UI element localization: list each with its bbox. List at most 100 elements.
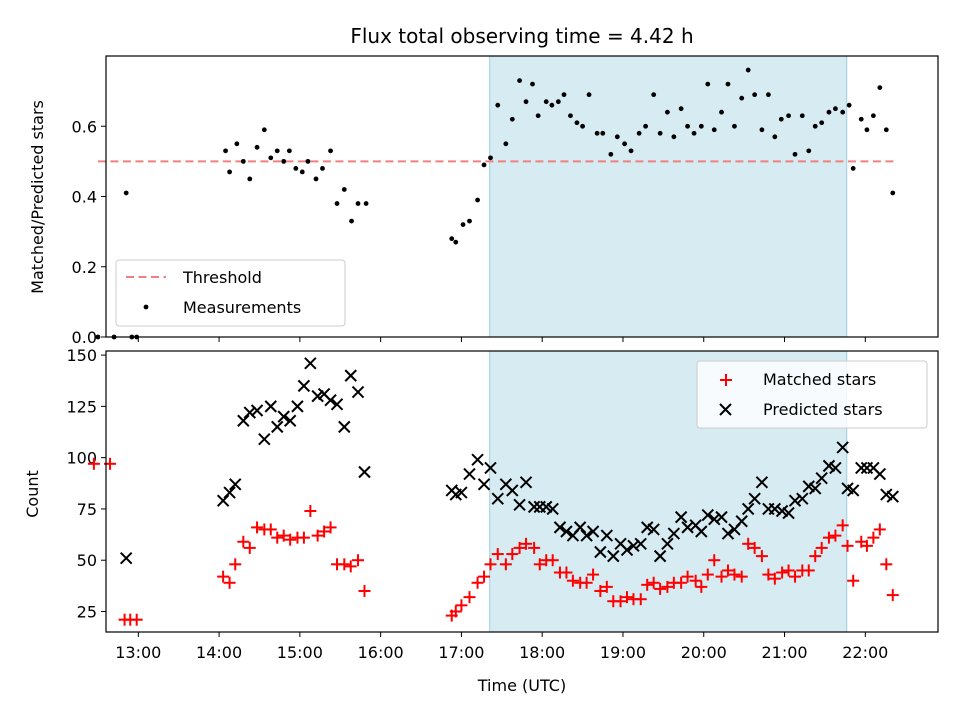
predicted-star-marker [297, 379, 311, 393]
chart-title: Flux total observing time = 4.42 h [350, 24, 693, 48]
matched-star-marker [867, 531, 880, 544]
predicted-star-marker [594, 545, 607, 559]
measurement-point [833, 106, 838, 112]
matched-star-marker [654, 582, 667, 595]
matched-star-marker [836, 519, 849, 532]
matched-star-marker [847, 574, 860, 587]
xtick-label: 13:00 [115, 643, 161, 662]
matched-star-marker [251, 521, 264, 534]
predicted-star-marker [463, 467, 476, 481]
legend-matched-label: Matched stars [763, 370, 876, 389]
measurement-point [449, 236, 455, 242]
predicted-star-marker [796, 492, 809, 505]
predicted-star-marker [506, 484, 519, 497]
ytick-label: 0.4 [72, 188, 97, 207]
measurement-point [549, 102, 555, 108]
predicted-star-marker [674, 510, 688, 524]
matched-star-marker [614, 595, 627, 608]
matched-star-marker [506, 548, 519, 561]
measurement-point [608, 151, 614, 157]
measurement-point [561, 92, 567, 98]
bottom-legend-box [696, 360, 928, 429]
predicted-star-marker [586, 525, 600, 538]
matched-star-marker [873, 523, 886, 536]
measurement-point [586, 92, 592, 98]
matched-star-marker [455, 599, 468, 612]
measurement-point [475, 197, 480, 203]
matched-star-marker [762, 568, 775, 581]
measurement-point [286, 148, 292, 154]
measurement-point [826, 109, 832, 115]
matched-star-marker [318, 525, 331, 538]
measurement-point [313, 176, 319, 182]
measurement-point [799, 113, 805, 119]
measurement-point [812, 123, 818, 129]
measurement-point [846, 102, 852, 108]
matched-star-marker [621, 591, 634, 604]
xtick-label: 14:00 [196, 643, 242, 662]
legend-measurements-swatch [143, 304, 149, 310]
matched-star-marker [822, 531, 835, 544]
matched-star-marker [491, 548, 504, 561]
xtick-label: 16:00 [358, 643, 404, 662]
top-panel: 0.0 0.2 0.4 0.6 Matched/Predicted stars Thr… [28, 55, 939, 347]
matched-star-marker [566, 574, 579, 587]
predicted-star-marker [607, 549, 620, 563]
measurement-point [293, 166, 299, 171]
top-axes-frame [105, 55, 939, 338]
predicted-star-marker [277, 410, 290, 423]
measurement-point [636, 130, 642, 136]
matched-star-marker [689, 574, 702, 587]
measurement-point [261, 127, 267, 133]
predicted-star-marker [291, 400, 304, 413]
predicted-star-marker [809, 482, 822, 495]
matched-star-marker [728, 568, 741, 581]
measurement-point [745, 67, 751, 73]
measurement-point [530, 81, 535, 87]
matched-star-marker [587, 568, 600, 581]
matched-star-marker [513, 541, 526, 554]
matched-star-marker [681, 570, 694, 583]
legend-threshold-label: Threshold [182, 268, 262, 287]
matched-star-marker [701, 568, 714, 581]
matched-star-marker [675, 576, 688, 589]
predicted-star-marker [735, 515, 748, 528]
top-legend-box [115, 259, 346, 327]
matched-star-marker [449, 605, 462, 618]
predicted-star-marker [768, 502, 782, 516]
matched-star-marker [237, 535, 250, 548]
measurement-point [664, 109, 670, 115]
predicted-star-marker [484, 461, 497, 475]
measurement-point [732, 123, 737, 129]
matched-star-marker [841, 539, 854, 552]
matched-star-marker [802, 564, 815, 577]
predicted-star-marker [627, 539, 640, 553]
matched-star-marker [217, 570, 230, 583]
matched-star-marker [324, 521, 337, 534]
predicted-star-marker [647, 523, 660, 536]
matched-star-marker [600, 580, 613, 593]
predicted-star-marker [573, 521, 587, 534]
xtick-label: 17:00 [438, 643, 484, 662]
predicted-star-marker [846, 484, 860, 497]
matched-star-marker [742, 537, 755, 550]
measurement-point [600, 130, 606, 136]
predicted-star-marker [708, 512, 721, 526]
matched-star-marker [478, 570, 491, 583]
predicted-star-marker [513, 498, 526, 512]
matched-star-marker [641, 578, 654, 591]
measurement-point [299, 169, 305, 175]
xtick-label: 19:00 [600, 643, 646, 662]
bottom-markers [87, 357, 899, 626]
xtick-label: 21:00 [761, 643, 807, 662]
measurement-point [719, 109, 724, 115]
matched-star-marker [815, 541, 828, 554]
measurement-point [568, 113, 573, 119]
matched-star-marker [484, 558, 497, 571]
measurement-point [678, 106, 684, 112]
predicted-star-marker [119, 551, 133, 565]
measurement-point [890, 190, 896, 196]
matched-star-marker [634, 593, 647, 606]
matched-star-marker [755, 550, 768, 563]
